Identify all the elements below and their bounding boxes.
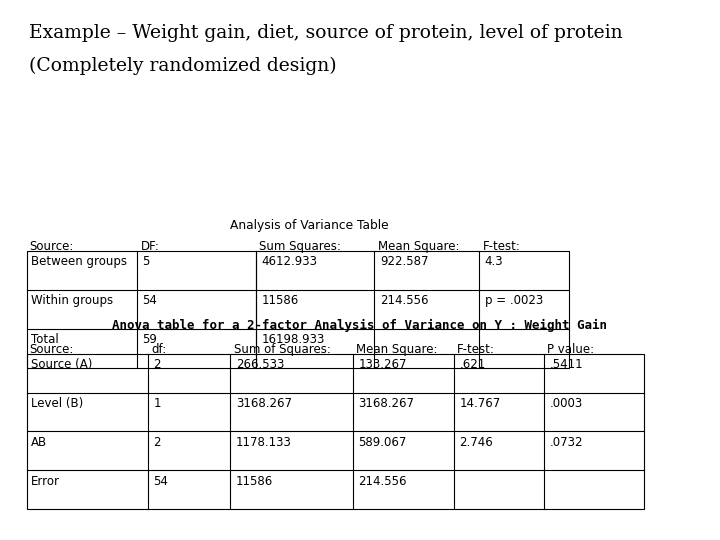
Text: Between groups: Between groups xyxy=(31,255,127,268)
Text: 4.3: 4.3 xyxy=(485,255,503,268)
Text: Analysis of Variance Table: Analysis of Variance Table xyxy=(230,219,389,232)
Text: Level (B): Level (B) xyxy=(31,397,84,410)
Text: 589.067: 589.067 xyxy=(359,436,407,449)
Text: .621: .621 xyxy=(459,358,485,371)
Text: 54: 54 xyxy=(153,475,168,488)
Text: Anova table for a 2-factor Analysis of Variance on Y : Weight Gain: Anova table for a 2-factor Analysis of V… xyxy=(112,319,608,332)
Bar xyxy=(27,354,644,509)
Text: F-test:: F-test: xyxy=(482,240,521,253)
Text: 59: 59 xyxy=(143,333,158,346)
Text: 3168.267: 3168.267 xyxy=(359,397,415,410)
Text: 4612.933: 4612.933 xyxy=(261,255,318,268)
Text: Source:: Source: xyxy=(29,240,73,253)
Text: 16198.933: 16198.933 xyxy=(261,333,325,346)
Text: 133.267: 133.267 xyxy=(359,358,407,371)
Text: Mean Square:: Mean Square: xyxy=(378,240,459,253)
Text: P value:: P value: xyxy=(547,343,594,356)
Text: Example – Weight gain, diet, source of protein, level of protein: Example – Weight gain, diet, source of p… xyxy=(29,24,622,42)
Text: Sum of Squares:: Sum of Squares: xyxy=(234,343,331,356)
Text: 5: 5 xyxy=(143,255,150,268)
Text: 14.767: 14.767 xyxy=(459,397,500,410)
Text: 54: 54 xyxy=(143,294,158,307)
Text: .0003: .0003 xyxy=(549,397,582,410)
Text: Within groups: Within groups xyxy=(31,294,113,307)
Text: 214.556: 214.556 xyxy=(380,294,428,307)
Text: AB: AB xyxy=(31,436,47,449)
Text: df:: df: xyxy=(151,343,166,356)
Text: (Completely randomized design): (Completely randomized design) xyxy=(29,57,336,75)
Text: .0732: .0732 xyxy=(549,436,583,449)
Text: 1178.133: 1178.133 xyxy=(236,436,292,449)
Text: DF:: DF: xyxy=(140,240,159,253)
Text: p = .0023: p = .0023 xyxy=(485,294,543,307)
Text: F-test:: F-test: xyxy=(457,343,495,356)
Text: 2: 2 xyxy=(153,358,161,371)
Text: 2.746: 2.746 xyxy=(459,436,493,449)
Text: 3168.267: 3168.267 xyxy=(236,397,292,410)
Text: Source:: Source: xyxy=(29,343,73,356)
Text: .5411: .5411 xyxy=(549,358,583,371)
Text: 214.556: 214.556 xyxy=(359,475,407,488)
Text: Mean Square:: Mean Square: xyxy=(356,343,438,356)
Text: 266.533: 266.533 xyxy=(236,358,284,371)
Text: Total: Total xyxy=(31,333,59,346)
Text: Source (A): Source (A) xyxy=(31,358,92,371)
Text: 11586: 11586 xyxy=(236,475,274,488)
Text: 1: 1 xyxy=(153,397,161,410)
Text: Sum Squares:: Sum Squares: xyxy=(259,240,341,253)
Text: 11586: 11586 xyxy=(261,294,299,307)
Text: Error: Error xyxy=(31,475,60,488)
Text: 922.587: 922.587 xyxy=(380,255,428,268)
Bar xyxy=(27,251,569,368)
Text: 2: 2 xyxy=(153,436,161,449)
